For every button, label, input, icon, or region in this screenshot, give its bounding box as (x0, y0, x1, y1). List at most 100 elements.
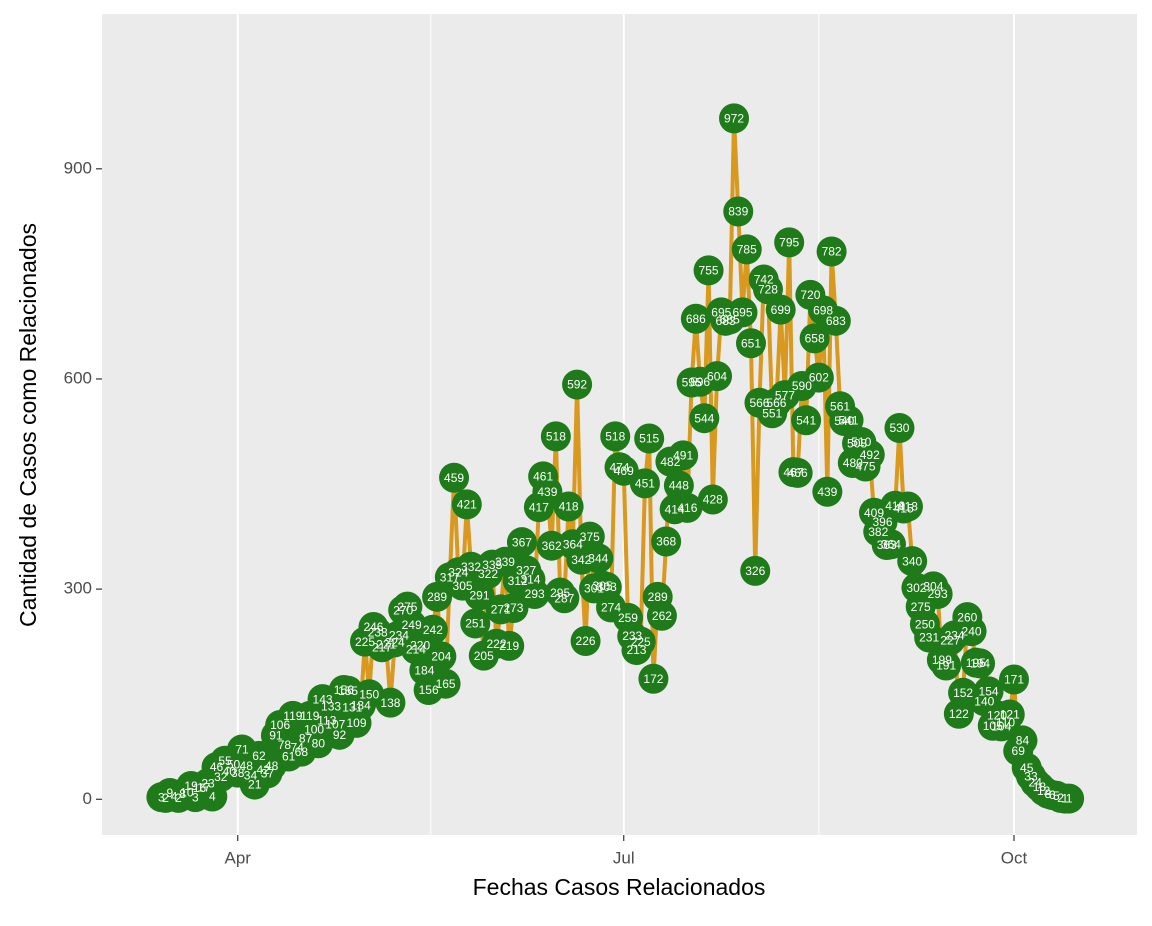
point (439, 462, 470, 493)
point-label: 133 (321, 699, 341, 713)
point-label: 68 (295, 745, 309, 759)
point-label: 251 (465, 617, 485, 631)
point-label: 32 (214, 770, 228, 784)
point-label: 335 (482, 558, 502, 572)
point-label: 474 (609, 460, 629, 474)
point-label: 566 (766, 396, 786, 410)
point-label: 38 (231, 766, 245, 780)
point-label: 530 (889, 421, 909, 435)
point-label: 226 (576, 634, 596, 648)
point-label: 2 (1057, 791, 1064, 805)
point-label: 55 (218, 754, 232, 768)
point-label: 362 (542, 539, 562, 553)
point-label: 107 (325, 717, 345, 731)
point-label: 110 (996, 715, 1015, 729)
point-label: 291 (470, 589, 490, 603)
point (494, 630, 525, 661)
point-label: 492 (860, 448, 880, 462)
point-label: 439 (537, 485, 557, 499)
point-label: 138 (380, 696, 400, 710)
point-label: 152 (953, 686, 973, 700)
point (697, 484, 728, 515)
point-label: 104 (991, 720, 1011, 734)
point-label: 221 (376, 638, 396, 652)
point (803, 362, 834, 393)
point-label: 340 (902, 554, 922, 568)
point-label: 109 (346, 716, 366, 730)
point (994, 699, 1025, 730)
point-label: 140 (974, 694, 994, 708)
point-label: 595 (682, 376, 702, 390)
point-label: 683 (716, 314, 736, 328)
point-label: 259 (618, 611, 638, 625)
point-label: 469 (614, 464, 634, 478)
point-label: 222 (486, 637, 506, 651)
point-label: 324 (448, 565, 468, 579)
point-label: 105 (983, 719, 1003, 733)
point-label: 293 (928, 587, 948, 601)
point-label: 322 (478, 567, 498, 581)
point-label: 199 (932, 653, 952, 667)
point (812, 476, 843, 507)
point-label: 755 (699, 264, 719, 278)
point (638, 663, 669, 694)
point (965, 648, 996, 679)
point (956, 616, 987, 647)
point (1054, 783, 1085, 814)
point-label: 596 (690, 375, 710, 389)
point-label: 48 (265, 759, 279, 773)
point-label: 150 (359, 687, 379, 701)
point (820, 305, 851, 336)
point-label: 416 (677, 501, 697, 515)
y-tick-label: 900 (64, 158, 92, 177)
point-label: 71 (235, 743, 249, 757)
point-label: 972 (724, 112, 744, 126)
point-label: 295 (550, 586, 570, 600)
point-label: 9 (167, 786, 174, 800)
y-tick-label: 300 (64, 579, 92, 598)
point-label: 590 (792, 379, 812, 393)
point (668, 440, 699, 471)
point-label: 24 (1029, 776, 1043, 790)
point-label: 305 (453, 579, 473, 593)
point-label: 317 (440, 570, 460, 584)
point-label: 367 (512, 535, 532, 549)
point-label: 219 (499, 639, 519, 653)
point (536, 530, 567, 561)
x-axis-title: Fechas Casos Relacionados (473, 874, 766, 900)
point-label: 326 (745, 564, 765, 578)
y-tick-label: 600 (64, 368, 92, 387)
point-label: 246 (363, 620, 383, 634)
point-label: 240 (962, 624, 982, 638)
point-label: 45 (1020, 761, 1034, 775)
point-label: 651 (741, 336, 761, 350)
point-label: 541 (796, 413, 816, 427)
point-label: 312 (508, 574, 528, 588)
point-label: 250 (915, 617, 935, 631)
point-label: 33 (1024, 769, 1038, 783)
point (562, 369, 593, 400)
point-label: 448 (669, 479, 689, 493)
point (629, 468, 660, 499)
point-label: 5 (1053, 789, 1060, 803)
point-label: 34 (244, 769, 258, 783)
point (833, 405, 864, 436)
point-label: 50 (227, 757, 241, 771)
point-label: 364 (563, 537, 583, 551)
point (782, 457, 813, 488)
point-label: 3 (192, 790, 199, 804)
point (816, 236, 847, 267)
point (506, 527, 537, 558)
point-label: 287 (554, 591, 574, 605)
point (897, 546, 928, 577)
point-label: 418 (898, 500, 918, 514)
point-label: 194 (970, 657, 990, 671)
y-axis-title: Cantidad de Casos como Relacionados (15, 223, 41, 627)
point (731, 234, 762, 265)
point-label: 375 (580, 530, 600, 544)
point-label: 40 (223, 764, 237, 778)
point-label: 213 (626, 643, 646, 657)
point-label: 270 (393, 603, 413, 617)
point-label: 195 (966, 656, 986, 670)
point-label: 191 (936, 659, 956, 673)
